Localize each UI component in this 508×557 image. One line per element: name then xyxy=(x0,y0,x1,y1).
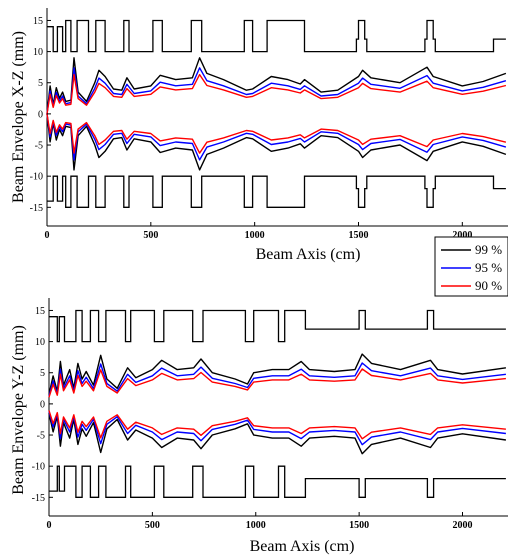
xz-y-tick-label: 15 xyxy=(33,16,43,27)
xz-y-ticks: -15 -10 -5 0 5 10 15 xyxy=(30,16,51,214)
yz-y-ticks: -15 -10 -5 0 5 10 15 xyxy=(32,306,53,504)
xz-x-tick-label: 0 xyxy=(45,230,50,241)
legend: 99 % 95 % 90 % xyxy=(434,236,508,297)
xz-y-axis-title: Beam Envelope X-Z (mm) xyxy=(10,31,27,203)
xz-series-99-lower xyxy=(46,113,507,171)
xz-y-tick-label: -5 xyxy=(35,141,43,152)
yz-y-tick-label: 0 xyxy=(40,399,45,410)
yz-y-tick-label: 15 xyxy=(35,306,45,317)
yz-x-tick-label: 1500 xyxy=(349,520,369,531)
xz-y-tick-label: 5 xyxy=(38,78,43,89)
yz-apertures xyxy=(49,309,506,498)
xz-y-tick-label: 0 xyxy=(38,109,43,120)
xz-series-95-upper xyxy=(46,67,507,114)
xz-x-ticks: 0 500 1000 1500 2000 xyxy=(45,222,472,241)
yz-series-99-lower xyxy=(48,413,506,455)
xz-y-tick-label: -15 xyxy=(30,203,43,214)
xz-x-axis-title: Beam Axis (cm) xyxy=(256,246,361,263)
yz-aperture-lower xyxy=(49,465,506,498)
yz-y-tick-label: 10 xyxy=(35,337,45,348)
yz-x-tick-label: 0 xyxy=(47,520,52,531)
xz-series-99-upper xyxy=(46,57,507,114)
xz-series-90-lower xyxy=(46,113,507,154)
xz-y-tick-label: 10 xyxy=(33,47,43,58)
yz-x-ticks: 0 500 1000 1500 2000 xyxy=(47,512,473,531)
yz-series-99-upper xyxy=(48,353,506,395)
xz-series xyxy=(46,57,507,171)
legend-label-95: 95 % xyxy=(475,260,502,275)
xz-x-tick-label: 2000 xyxy=(452,230,472,241)
yz-aperture-upper xyxy=(49,309,506,343)
xz-aperture-lower xyxy=(47,175,506,208)
yz-y-tick-label: -10 xyxy=(32,462,45,473)
yz-x-tick-label: 1000 xyxy=(246,520,266,531)
xz-x-tick-label: 1000 xyxy=(245,230,265,241)
yz-y-axis-title: Beam Envelope Y-Z (mm) xyxy=(10,325,27,495)
legend-label-99: 99 % xyxy=(475,242,502,257)
yz-x-axis-title: Beam Axis (cm) xyxy=(250,538,355,555)
legend-label-90: 90 % xyxy=(475,278,502,293)
xz-x-tick-label: 500 xyxy=(143,230,158,241)
yz-x-tick-label: 2000 xyxy=(453,520,473,531)
yz-series-90-lower xyxy=(48,410,506,440)
yz-x-tick-label: 500 xyxy=(145,520,160,531)
yz-y-tick-label: -5 xyxy=(37,431,45,442)
panel-yz-plot: -15 -10 -5 0 5 10 15 0 500 1000 1500 2000 Beam Env… xyxy=(10,298,508,555)
yz-y-tick-label: -15 xyxy=(32,493,45,504)
xz-series-95-lower xyxy=(46,113,507,161)
xz-x-tick-label: 1500 xyxy=(348,230,368,241)
yz-y-tick-label: 5 xyxy=(40,368,45,379)
xz-y-tick-label: -10 xyxy=(30,172,43,183)
yz-series xyxy=(48,353,506,455)
xz-series-90-upper xyxy=(46,73,507,115)
xz-apertures xyxy=(47,19,506,208)
xz-aperture-upper xyxy=(47,19,506,53)
panel-xz-plot: -15 -10 -5 0 5 10 15 0 500 1000 1500 2000 Beam Env… xyxy=(10,8,508,263)
yz-series-90-upper xyxy=(48,368,506,398)
